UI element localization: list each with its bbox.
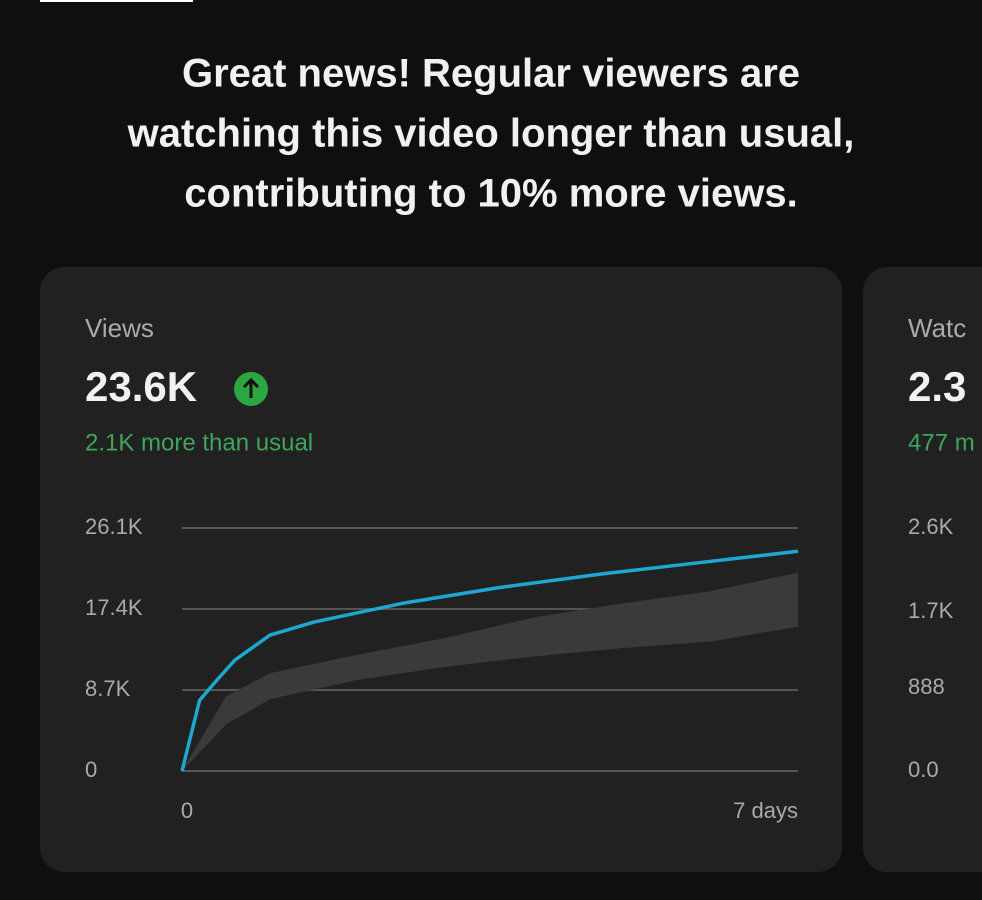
y-tick-label: 1.7K [908,598,954,623]
card-label: Watc [908,313,966,343]
headline: watching this video longer than usual, [127,112,855,156]
card-value: 2.3 [908,363,966,410]
y-tick-label: 0 [85,757,97,782]
headline: Great news! Regular viewers are [182,52,800,96]
card-value: 23.6K [85,363,197,410]
x-tick-label: 0 [181,798,193,823]
y-tick-label: 0.0 [908,757,939,782]
card[interactable] [863,267,982,872]
y-tick-label: 888 [908,674,945,699]
tab-indicator [40,0,193,2]
up-arrow [242,377,260,398]
y-tick-label: 2.6K [908,514,954,539]
card-note: 2.1K more than usual [85,429,313,456]
x-tick-label: 7 days [733,798,798,823]
y-tick-label: 26.1K [85,514,143,539]
y-tick-label: 8.7K [85,676,131,701]
card[interactable] [40,267,842,872]
typical-range [182,572,798,771]
headline: contributing to 10% more views. [184,172,797,216]
card-note: 477 m [908,429,975,456]
y-tick-label: 17.4K [85,595,143,620]
card-label: Views [85,313,154,343]
series-line [180,549,799,772]
